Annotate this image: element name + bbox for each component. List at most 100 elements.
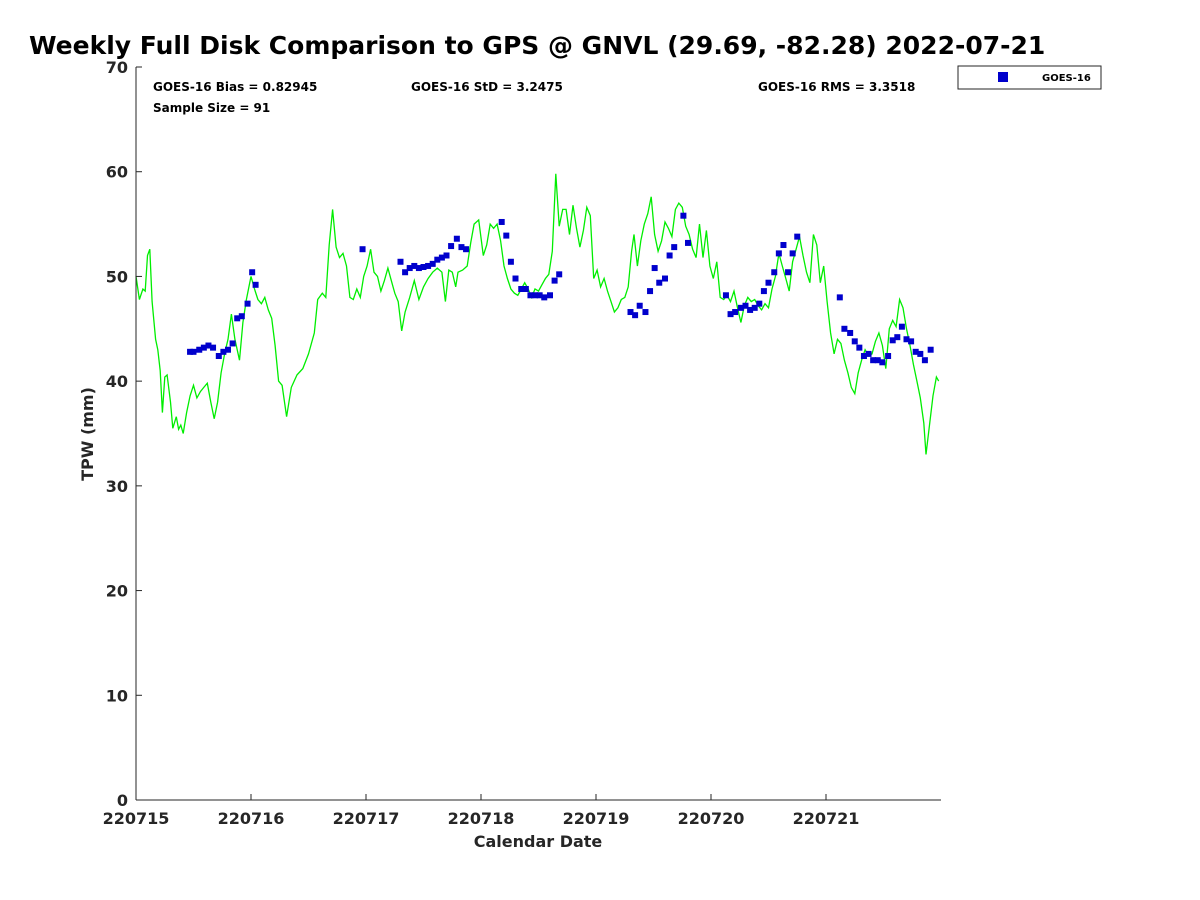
goes-16-point xyxy=(885,353,892,360)
goes-16-series xyxy=(187,212,934,366)
goes-16-point xyxy=(751,304,758,311)
goes-16-point xyxy=(917,350,924,357)
gps-line xyxy=(135,173,940,455)
goes-16-point xyxy=(532,292,539,299)
goes-16-point xyxy=(556,271,563,278)
legend: GOES-16 xyxy=(957,65,1102,90)
x-tick-label: 220716 xyxy=(218,809,285,828)
goes-16-point xyxy=(463,246,470,253)
legend-box xyxy=(957,65,1102,90)
goes-16-point xyxy=(898,323,905,330)
goes-16-point xyxy=(836,294,843,301)
stat-bias: GOES-16 Bias = 0.82945 xyxy=(153,80,317,94)
goes-16-point xyxy=(647,288,654,295)
goes-16-point xyxy=(205,342,212,349)
plot-background xyxy=(136,67,941,800)
goes-16-point xyxy=(536,292,543,299)
goes-16-point xyxy=(760,288,767,295)
goes-16-point xyxy=(443,252,450,259)
goes-16-point xyxy=(627,309,634,316)
goes-16-point xyxy=(651,265,658,272)
y-tick-label: 10 xyxy=(106,686,128,705)
goes-16-point xyxy=(187,348,194,355)
goes-16-point xyxy=(541,294,548,301)
goes-16-point xyxy=(411,262,418,269)
goes-16-point xyxy=(870,357,877,364)
stat-std: GOES-16 StD = 3.2475 xyxy=(411,80,563,94)
goes-16-point xyxy=(238,313,245,320)
goes-16-point xyxy=(636,302,643,309)
y-tick-label: 50 xyxy=(106,267,128,286)
goes-16-point xyxy=(527,292,534,299)
goes-16-point xyxy=(503,232,510,239)
goes-16-point xyxy=(860,353,867,360)
stat-rms: GOES-16 RMS = 3.3518 xyxy=(758,80,915,94)
goes-16-point xyxy=(359,246,366,253)
goes-16-point xyxy=(200,344,207,351)
goes-16-point xyxy=(234,315,241,322)
goes-16-point xyxy=(732,309,739,316)
legend-label-goes-16: GOES-16 xyxy=(1042,73,1091,84)
goes-16-point xyxy=(889,337,896,344)
goes-16-point xyxy=(765,279,772,286)
stat-sample-size: Sample Size = 91 xyxy=(153,101,270,115)
goes-16-point xyxy=(453,235,460,242)
goes-16-point xyxy=(215,353,222,360)
chart-title: Weekly Full Disk Comparison to GPS @ GNV… xyxy=(29,31,1045,60)
goes-16-point xyxy=(210,344,217,351)
goes-16-point xyxy=(865,350,872,357)
goes-16-point xyxy=(785,269,792,276)
goes-16-point xyxy=(507,258,514,265)
goes-16-point xyxy=(420,264,427,271)
x-tick-label: 220720 xyxy=(678,809,745,828)
goes-16-point xyxy=(921,357,928,364)
goes-16-point xyxy=(458,244,465,251)
goes-16-point xyxy=(775,250,782,257)
x-axis-label: Calendar Date xyxy=(474,832,603,851)
goes-16-point xyxy=(402,269,409,276)
goes-16-point xyxy=(874,357,881,364)
goes-16-point xyxy=(429,260,436,267)
x-tick-label: 220718 xyxy=(448,809,515,828)
goes-16-point xyxy=(742,302,749,309)
goes-16-point xyxy=(903,336,910,343)
y-tick-label: 40 xyxy=(106,372,128,391)
goes-16-point xyxy=(632,312,639,319)
goes-16-point xyxy=(894,334,901,341)
plot-area: 0 10 20 30 40 50 60 70 220715 220716 220717 220718… xyxy=(103,58,941,828)
goes-16-point xyxy=(662,275,668,282)
x-tick-label: 220721 xyxy=(793,809,860,828)
goes-16-point xyxy=(789,250,796,257)
goes-16-point xyxy=(196,346,203,353)
x-tick-label: 220715 xyxy=(103,809,170,828)
y-tick-label: 0 xyxy=(117,791,128,810)
goes-16-point xyxy=(879,359,886,366)
goes-16-point xyxy=(415,265,422,272)
goes-16-point xyxy=(547,292,553,299)
goes-16-point xyxy=(912,348,919,355)
x-tick-label: 220719 xyxy=(563,809,630,828)
goes-16-point xyxy=(747,306,754,313)
goes-16-point xyxy=(685,239,691,246)
legend-marker-goes-16 xyxy=(998,72,1008,82)
y-tick-label: 30 xyxy=(106,477,128,496)
goes-16-point xyxy=(518,285,525,292)
goes-16-point xyxy=(244,300,251,307)
goes-16-point xyxy=(252,281,259,288)
goes-16-point xyxy=(229,340,236,347)
goes-16-point xyxy=(794,233,801,240)
gps-series xyxy=(135,173,940,455)
goes-16-point xyxy=(847,329,854,336)
y-tick-label: 70 xyxy=(106,58,128,77)
goes-16-point xyxy=(780,242,787,249)
goes-16-point xyxy=(249,269,256,276)
goes-16-point xyxy=(397,258,404,265)
y-axis-ticks: 0 10 20 30 40 50 60 70 xyxy=(106,58,142,810)
goes-16-point xyxy=(666,252,673,259)
goes-16-point xyxy=(737,304,744,311)
goes-16-point xyxy=(908,338,915,345)
goes-16-point xyxy=(522,285,529,292)
y-axis-label: TPW (mm) xyxy=(78,387,97,481)
goes-16-point xyxy=(406,265,413,272)
